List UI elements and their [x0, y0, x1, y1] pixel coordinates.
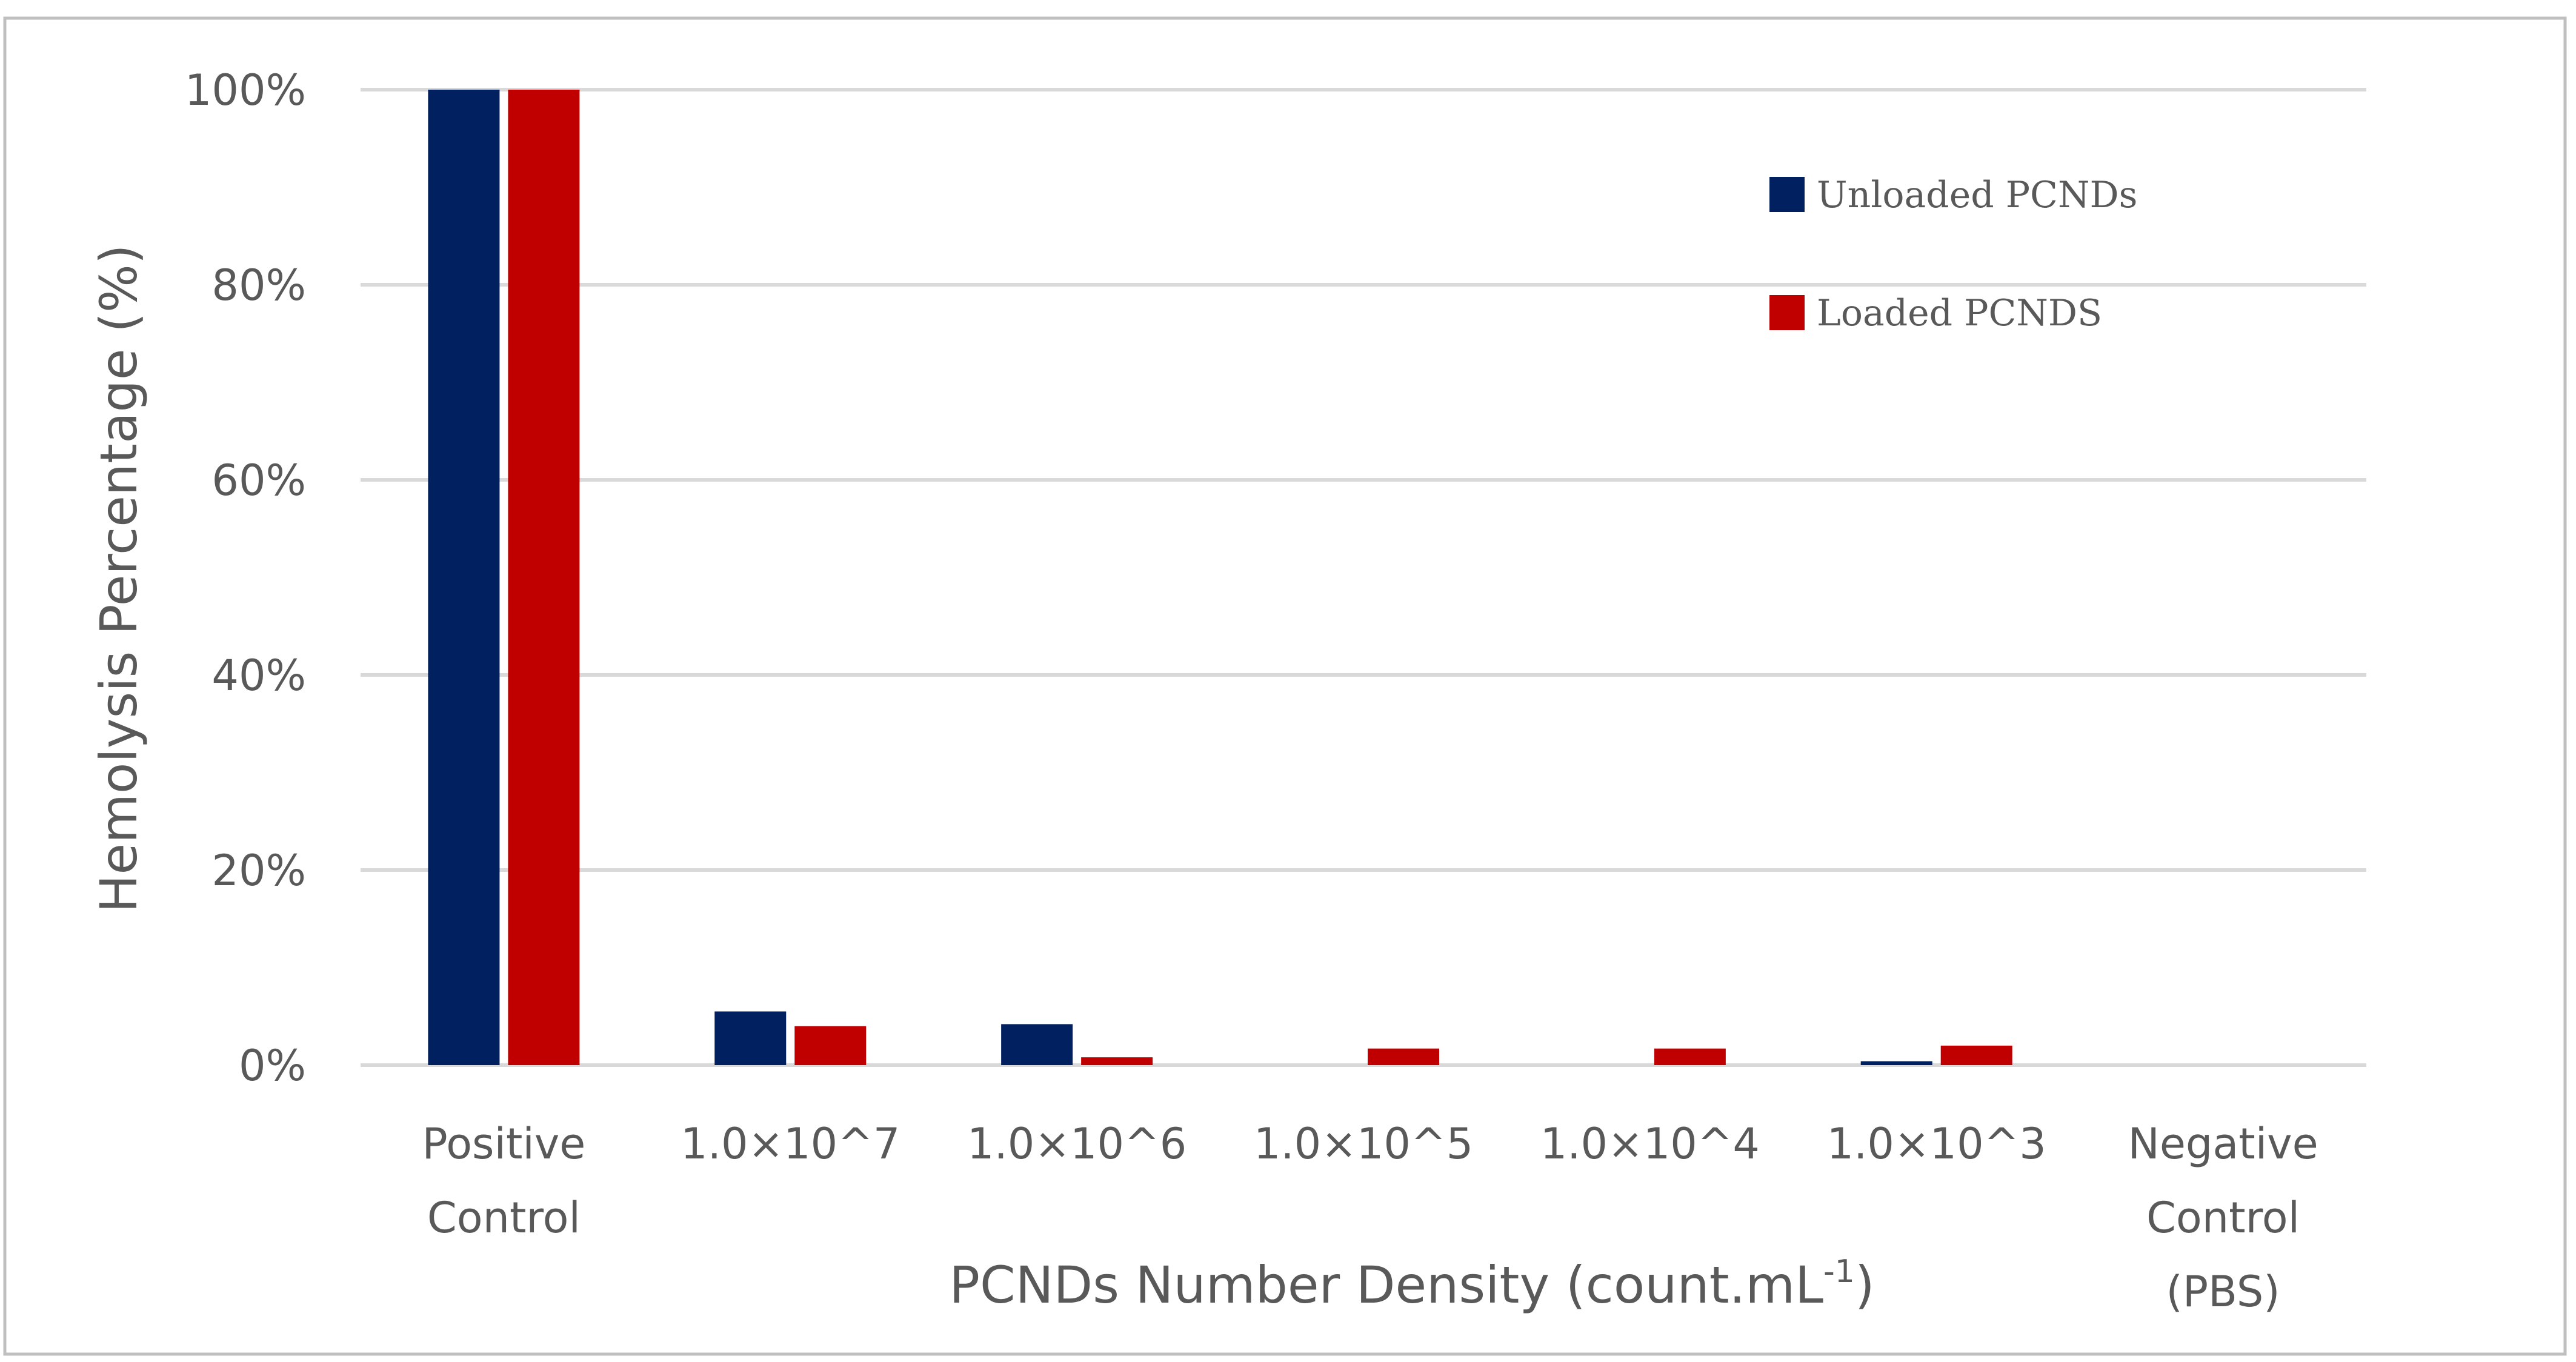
legend: Unloaded PCNDs Loaded PCNDS [1769, 174, 2137, 334]
bar [1368, 1048, 1439, 1065]
x-tick-label: Positive Control [422, 1119, 585, 1243]
bar [714, 1011, 787, 1065]
bar [1654, 1048, 1726, 1065]
y-tick-label: 60% [211, 456, 306, 505]
legend-label: Loaded PCNDS [1817, 292, 2102, 334]
legend-swatch [1769, 177, 1805, 212]
x-tick-label: 1.0×10^5 [1254, 1119, 1473, 1169]
gridlines [361, 88, 2366, 1067]
y-axis-ticks: 0% 20% 40% 60% 80% 100% [185, 65, 306, 1091]
x-axis-title-main: PCNDs Number Density (count.mL [949, 1255, 1823, 1315]
y-tick-label: 20% [211, 846, 306, 895]
x-tick-label: 1.0×10^3 [1827, 1119, 2046, 1169]
x-axis-ticks: Positive Control 1.0×10^7 1.0×10^6 1.0×10^5 1… [422, 1119, 2318, 1317]
y-tick-label: 100% [185, 65, 306, 115]
bar [1081, 1057, 1153, 1065]
bar [508, 90, 580, 1065]
y-tick-label: 40% [211, 651, 306, 700]
x-axis-title-superscript: -1 [1823, 1254, 1855, 1290]
bar [794, 1026, 867, 1065]
y-tick-label: 80% [211, 261, 306, 310]
legend-swatch [1769, 295, 1805, 330]
x-tick-label: Negative Control (PBS) [2128, 1119, 2318, 1317]
y-axis-title: Hemolysis Percentage (%) [89, 244, 148, 912]
bar [428, 90, 500, 1065]
bar [1860, 1061, 1932, 1065]
bars [428, 90, 2012, 1065]
x-axis-title: PCNDs Number Density (count.mL-1) [949, 1254, 1874, 1315]
x-tick-label: 1.0×10^7 [681, 1119, 900, 1169]
x-tick-label: 1.0×10^4 [1540, 1119, 1760, 1169]
legend-label: Unloaded PCNDs [1817, 174, 2137, 216]
bar [1940, 1045, 2012, 1065]
y-tick-label: 0% [239, 1041, 306, 1091]
x-axis-title-suffix: ) [1855, 1255, 1875, 1315]
bar [1001, 1024, 1073, 1065]
x-tick-label: 1.0×10^6 [967, 1119, 1186, 1169]
